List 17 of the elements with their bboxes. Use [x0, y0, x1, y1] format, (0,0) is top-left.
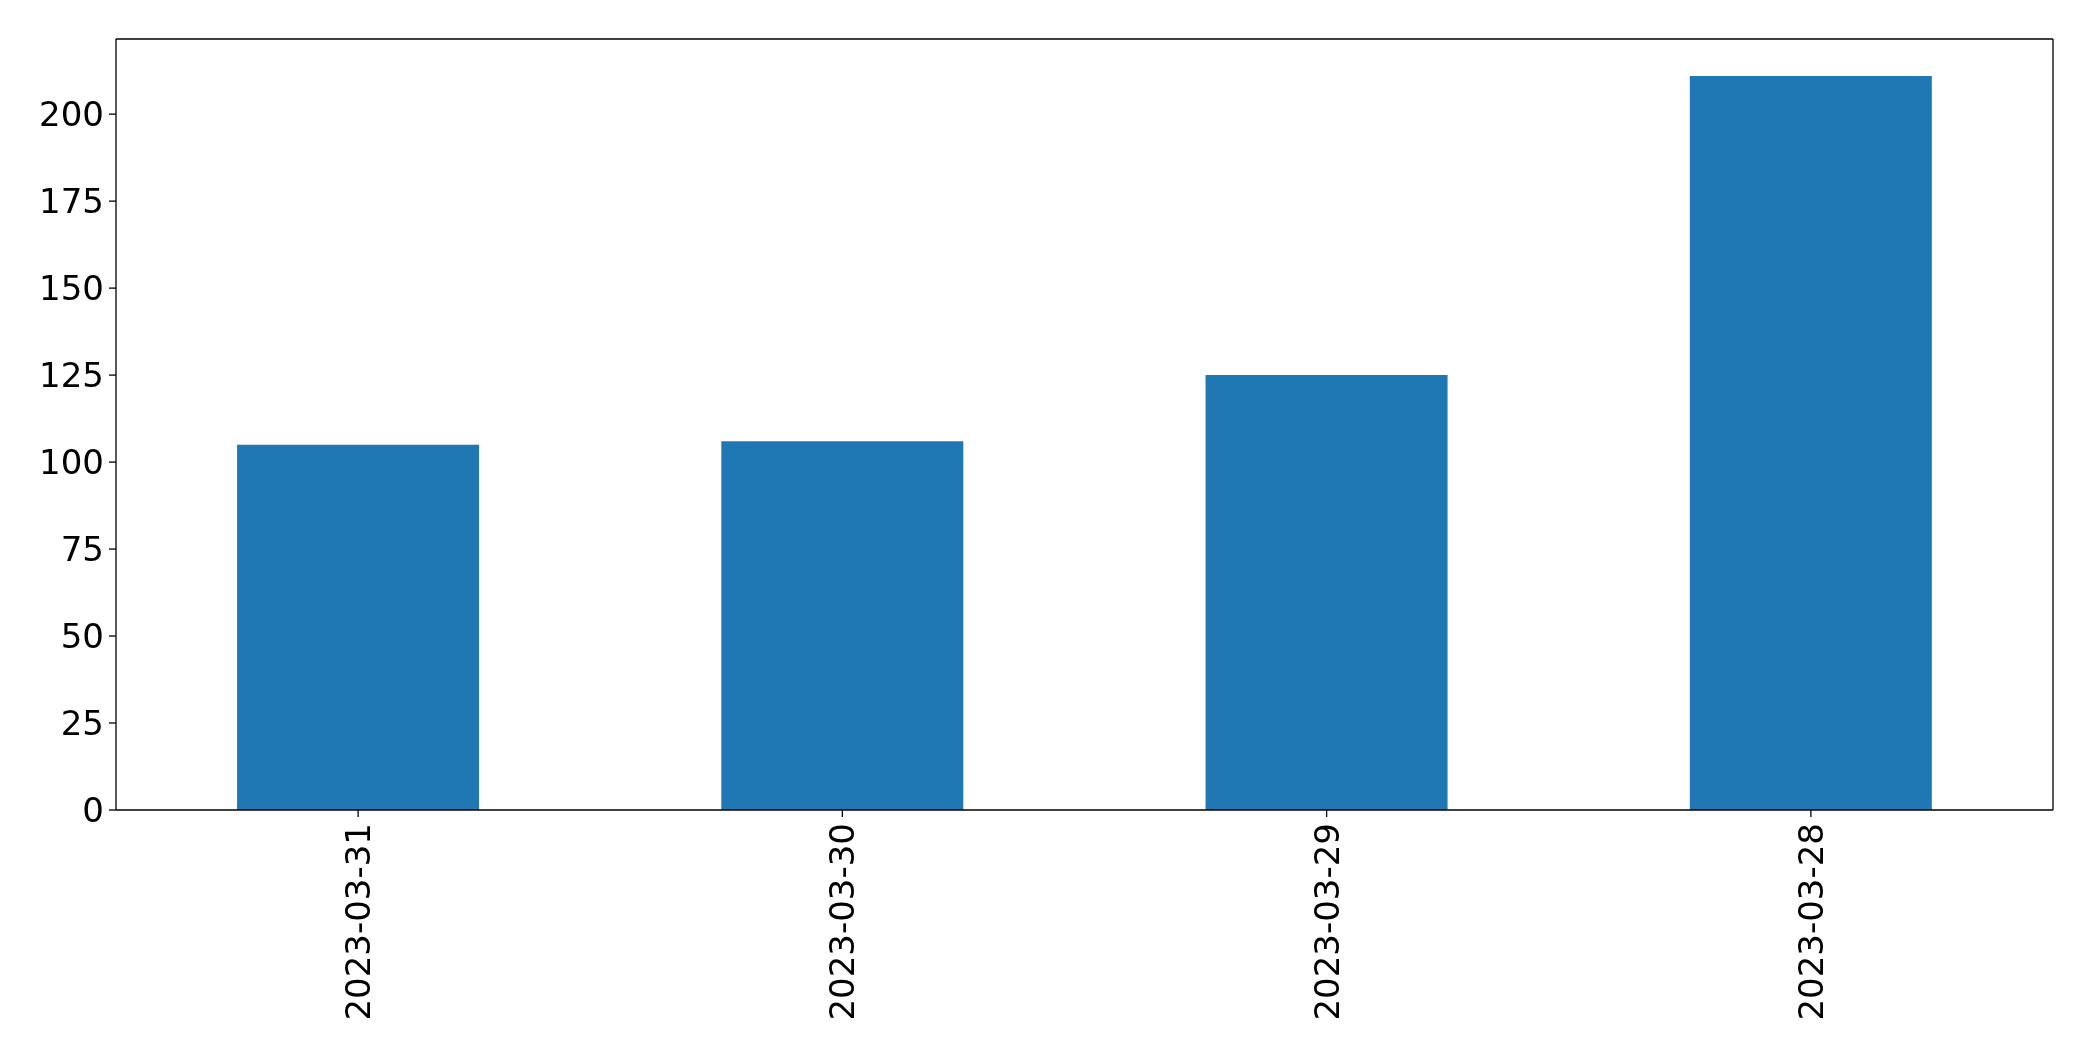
x-tick-label: 2023-03-29	[1306, 823, 1347, 1021]
x-tick-label: 2023-03-30	[822, 823, 863, 1021]
y-tick-label: 0	[82, 790, 104, 831]
x-tick-label: 2023-03-31	[338, 823, 379, 1021]
bar	[1205, 375, 1448, 810]
y-tick-label: 200	[39, 94, 104, 135]
y-tick-label: 100	[39, 442, 104, 483]
bar	[1689, 75, 1932, 810]
bar	[721, 441, 964, 810]
y-tick-label: 25	[60, 703, 104, 744]
y-tick-label: 125	[39, 355, 104, 396]
y-tick-label: 75	[60, 529, 104, 570]
y-tick-label: 175	[39, 181, 104, 222]
y-tick-label: 50	[60, 616, 104, 657]
y-tick-label: 150	[39, 268, 104, 309]
bar	[237, 444, 480, 810]
x-tick-label: 2023-03-28	[1790, 823, 1831, 1021]
